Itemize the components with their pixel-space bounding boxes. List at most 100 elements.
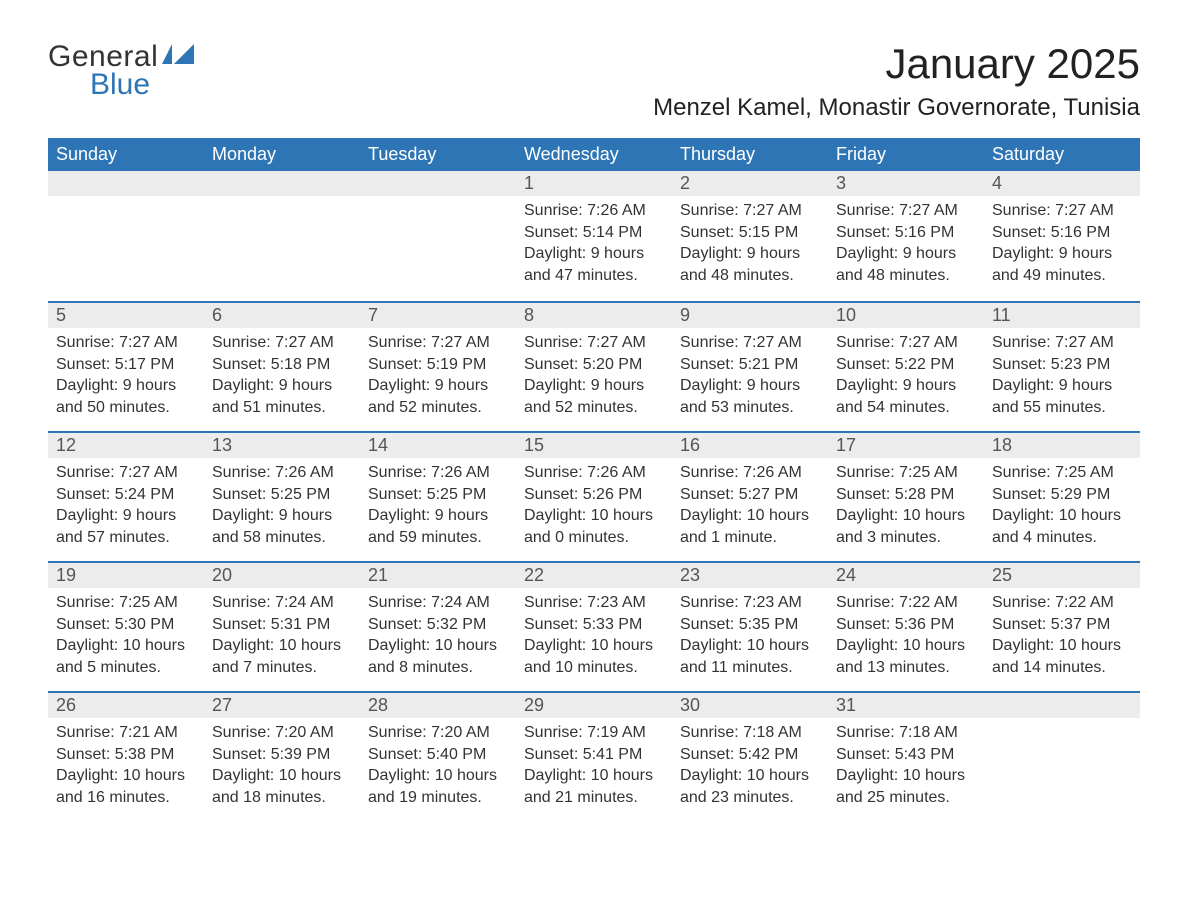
daylight-line: Daylight: 10 hours and 19 minutes.	[368, 765, 508, 808]
weekday-header: Monday	[204, 138, 360, 171]
calendar-day-cell: 10Sunrise: 7:27 AMSunset: 5:22 PMDayligh…	[828, 301, 984, 431]
daylight-line: Daylight: 9 hours and 53 minutes.	[680, 375, 820, 418]
day-number: 5	[48, 301, 204, 328]
sunrise-line: Sunrise: 7:23 AM	[680, 592, 820, 614]
calendar-day-cell: 17Sunrise: 7:25 AMSunset: 5:28 PMDayligh…	[828, 431, 984, 561]
sunrise-line: Sunrise: 7:19 AM	[524, 722, 664, 744]
calendar-week-row: 19Sunrise: 7:25 AMSunset: 5:30 PMDayligh…	[48, 561, 1140, 691]
sunset-line: Sunset: 5:18 PM	[212, 354, 352, 376]
day-number: 18	[984, 431, 1140, 458]
day-details: Sunrise: 7:26 AMSunset: 5:25 PMDaylight:…	[360, 458, 516, 556]
day-details: Sunrise: 7:20 AMSunset: 5:40 PMDaylight:…	[360, 718, 516, 816]
daylight-line: Daylight: 10 hours and 16 minutes.	[56, 765, 196, 808]
calendar-day-cell: 5Sunrise: 7:27 AMSunset: 5:17 PMDaylight…	[48, 301, 204, 431]
day-number: 14	[360, 431, 516, 458]
day-number: 1	[516, 171, 672, 196]
day-number: 25	[984, 561, 1140, 588]
daylight-line: Daylight: 9 hours and 54 minutes.	[836, 375, 976, 418]
sunrise-line: Sunrise: 7:26 AM	[680, 462, 820, 484]
sunset-line: Sunset: 5:15 PM	[680, 222, 820, 244]
calendar-day-cell: 11Sunrise: 7:27 AMSunset: 5:23 PMDayligh…	[984, 301, 1140, 431]
month-title: January 2025	[653, 40, 1140, 88]
sunset-line: Sunset: 5:19 PM	[368, 354, 508, 376]
day-details: Sunrise: 7:27 AMSunset: 5:17 PMDaylight:…	[48, 328, 204, 426]
day-number	[204, 171, 360, 196]
day-details: Sunrise: 7:25 AMSunset: 5:30 PMDaylight:…	[48, 588, 204, 686]
day-details: Sunrise: 7:27 AMSunset: 5:20 PMDaylight:…	[516, 328, 672, 426]
sunrise-line: Sunrise: 7:26 AM	[368, 462, 508, 484]
sunrise-line: Sunrise: 7:27 AM	[680, 332, 820, 354]
day-number: 27	[204, 691, 360, 718]
sunset-line: Sunset: 5:28 PM	[836, 484, 976, 506]
weekday-header: Saturday	[984, 138, 1140, 171]
calendar-empty-cell	[204, 171, 360, 301]
day-number: 9	[672, 301, 828, 328]
day-details: Sunrise: 7:21 AMSunset: 5:38 PMDaylight:…	[48, 718, 204, 816]
daylight-line: Daylight: 10 hours and 4 minutes.	[992, 505, 1132, 548]
calendar-day-cell: 28Sunrise: 7:20 AMSunset: 5:40 PMDayligh…	[360, 691, 516, 821]
sunset-line: Sunset: 5:17 PM	[56, 354, 196, 376]
daylight-line: Daylight: 10 hours and 18 minutes.	[212, 765, 352, 808]
day-number: 4	[984, 171, 1140, 196]
calendar-empty-cell	[48, 171, 204, 301]
sunset-line: Sunset: 5:35 PM	[680, 614, 820, 636]
day-details: Sunrise: 7:24 AMSunset: 5:31 PMDaylight:…	[204, 588, 360, 686]
calendar-day-cell: 30Sunrise: 7:18 AMSunset: 5:42 PMDayligh…	[672, 691, 828, 821]
sunset-line: Sunset: 5:32 PM	[368, 614, 508, 636]
day-details: Sunrise: 7:26 AMSunset: 5:26 PMDaylight:…	[516, 458, 672, 556]
day-details: Sunrise: 7:26 AMSunset: 5:27 PMDaylight:…	[672, 458, 828, 556]
day-number	[360, 171, 516, 196]
sunrise-line: Sunrise: 7:25 AM	[836, 462, 976, 484]
daylight-line: Daylight: 10 hours and 11 minutes.	[680, 635, 820, 678]
sunrise-line: Sunrise: 7:27 AM	[680, 200, 820, 222]
day-details: Sunrise: 7:20 AMSunset: 5:39 PMDaylight:…	[204, 718, 360, 816]
day-number: 31	[828, 691, 984, 718]
sunset-line: Sunset: 5:26 PM	[524, 484, 664, 506]
day-details: Sunrise: 7:26 AMSunset: 5:25 PMDaylight:…	[204, 458, 360, 556]
calendar-day-cell: 24Sunrise: 7:22 AMSunset: 5:36 PMDayligh…	[828, 561, 984, 691]
sunset-line: Sunset: 5:36 PM	[836, 614, 976, 636]
day-number: 3	[828, 171, 984, 196]
sunset-line: Sunset: 5:23 PM	[992, 354, 1132, 376]
calendar-day-cell: 15Sunrise: 7:26 AMSunset: 5:26 PMDayligh…	[516, 431, 672, 561]
weekday-header: Friday	[828, 138, 984, 171]
sunrise-line: Sunrise: 7:23 AM	[524, 592, 664, 614]
daylight-line: Daylight: 10 hours and 8 minutes.	[368, 635, 508, 678]
day-details: Sunrise: 7:27 AMSunset: 5:23 PMDaylight:…	[984, 328, 1140, 426]
sunset-line: Sunset: 5:24 PM	[56, 484, 196, 506]
daylight-line: Daylight: 9 hours and 48 minutes.	[680, 243, 820, 286]
day-details: Sunrise: 7:23 AMSunset: 5:35 PMDaylight:…	[672, 588, 828, 686]
day-number: 19	[48, 561, 204, 588]
day-details: Sunrise: 7:19 AMSunset: 5:41 PMDaylight:…	[516, 718, 672, 816]
day-number: 23	[672, 561, 828, 588]
calendar-day-cell: 8Sunrise: 7:27 AMSunset: 5:20 PMDaylight…	[516, 301, 672, 431]
calendar-day-cell: 7Sunrise: 7:27 AMSunset: 5:19 PMDaylight…	[360, 301, 516, 431]
header: General Blue January 2025 Menzel Kamel, …	[48, 40, 1140, 132]
day-details: Sunrise: 7:27 AMSunset: 5:15 PMDaylight:…	[672, 196, 828, 294]
sunrise-line: Sunrise: 7:18 AM	[836, 722, 976, 744]
daylight-line: Daylight: 9 hours and 59 minutes.	[368, 505, 508, 548]
daylight-line: Daylight: 10 hours and 5 minutes.	[56, 635, 196, 678]
day-details: Sunrise: 7:25 AMSunset: 5:29 PMDaylight:…	[984, 458, 1140, 556]
calendar-table: SundayMondayTuesdayWednesdayThursdayFrid…	[48, 138, 1140, 821]
sunset-line: Sunset: 5:27 PM	[680, 484, 820, 506]
title-block: January 2025 Menzel Kamel, Monastir Gove…	[653, 40, 1140, 132]
daylight-line: Daylight: 10 hours and 23 minutes.	[680, 765, 820, 808]
daylight-line: Daylight: 10 hours and 13 minutes.	[836, 635, 976, 678]
calendar-week-row: 26Sunrise: 7:21 AMSunset: 5:38 PMDayligh…	[48, 691, 1140, 821]
weekday-header-row: SundayMondayTuesdayWednesdayThursdayFrid…	[48, 138, 1140, 171]
calendar-day-cell: 4Sunrise: 7:27 AMSunset: 5:16 PMDaylight…	[984, 171, 1140, 301]
daylight-line: Daylight: 9 hours and 51 minutes.	[212, 375, 352, 418]
sunset-line: Sunset: 5:43 PM	[836, 744, 976, 766]
sunset-line: Sunset: 5:29 PM	[992, 484, 1132, 506]
day-details: Sunrise: 7:27 AMSunset: 5:24 PMDaylight:…	[48, 458, 204, 556]
day-number: 17	[828, 431, 984, 458]
calendar-page: General Blue January 2025 Menzel Kamel, …	[0, 0, 1188, 918]
sunrise-line: Sunrise: 7:18 AM	[680, 722, 820, 744]
day-number: 20	[204, 561, 360, 588]
sunset-line: Sunset: 5:30 PM	[56, 614, 196, 636]
sunrise-line: Sunrise: 7:26 AM	[524, 462, 664, 484]
calendar-week-row: 1Sunrise: 7:26 AMSunset: 5:14 PMDaylight…	[48, 171, 1140, 301]
sunset-line: Sunset: 5:40 PM	[368, 744, 508, 766]
day-details: Sunrise: 7:23 AMSunset: 5:33 PMDaylight:…	[516, 588, 672, 686]
